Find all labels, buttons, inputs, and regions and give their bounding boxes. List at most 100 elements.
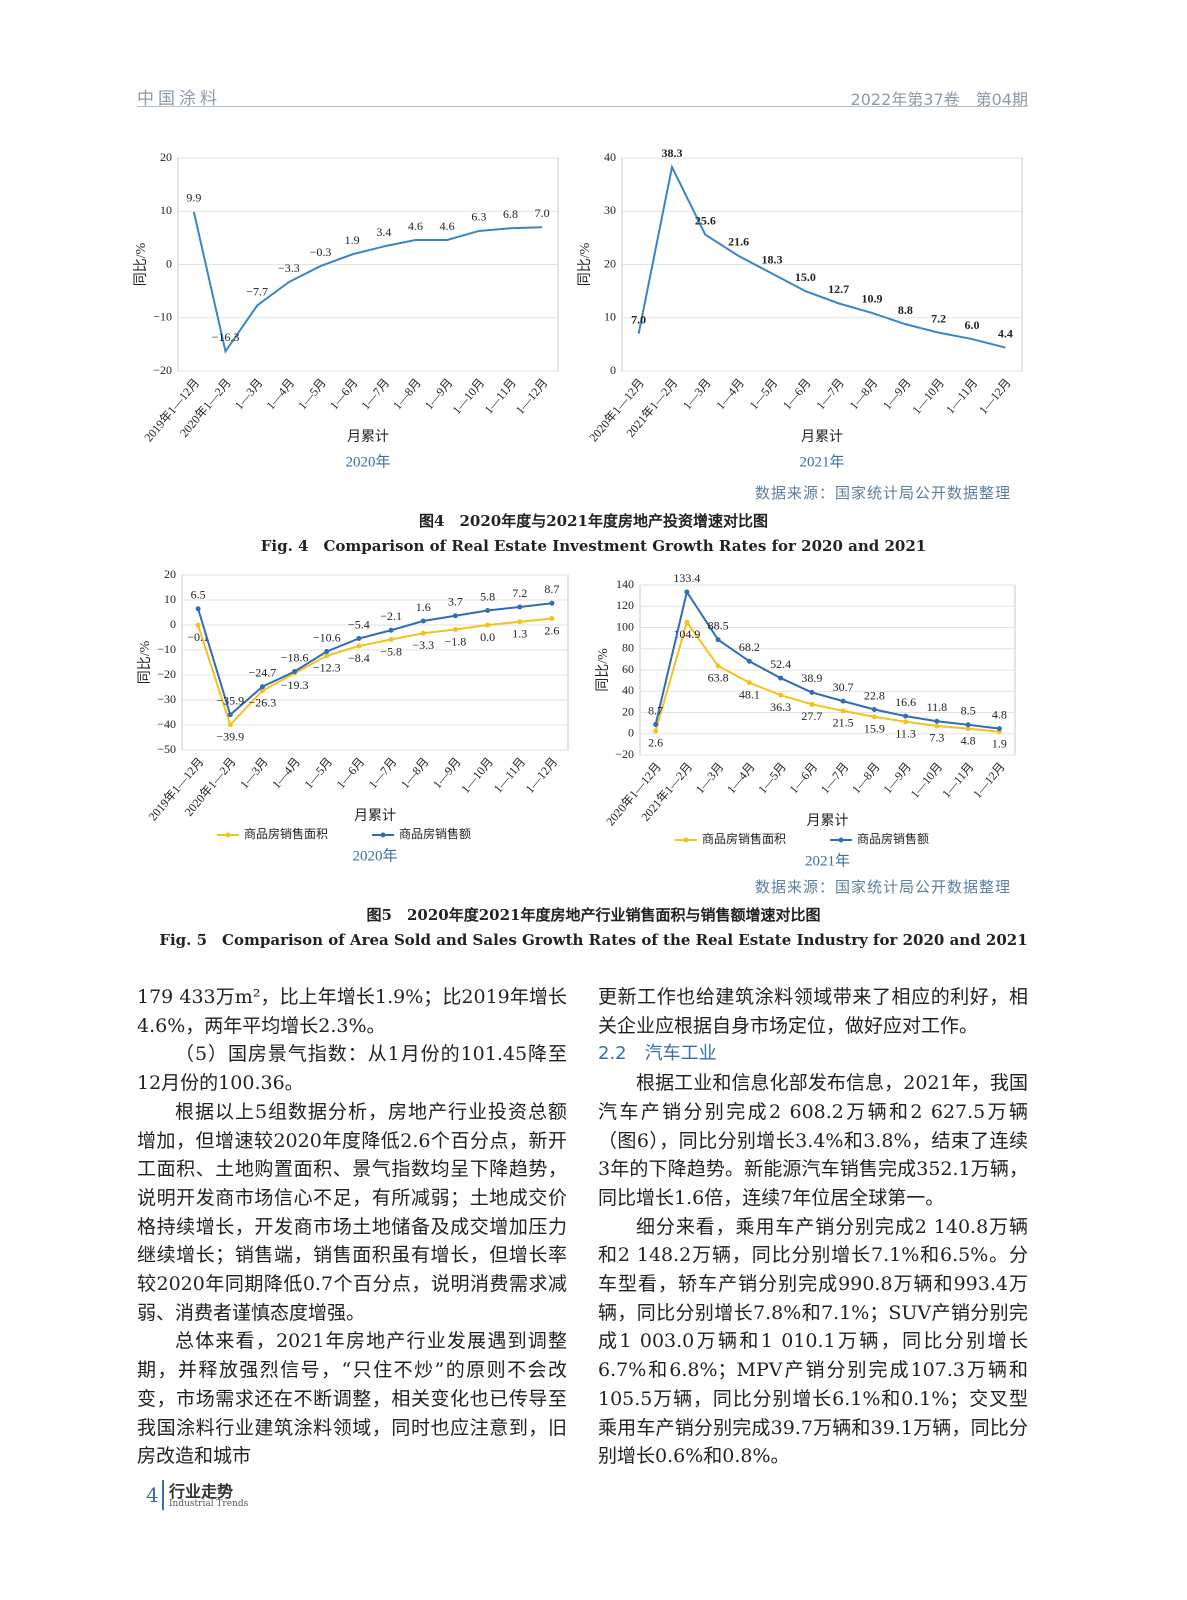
y-tick-label: 80: [622, 641, 634, 655]
data-point: [452, 613, 458, 619]
legend-marker: [683, 837, 689, 843]
data-label: 4.4: [998, 326, 1013, 340]
x-tick-label: 1—4月: [269, 755, 303, 792]
data-label: −12.3: [313, 661, 341, 675]
data-label: 7.0: [535, 206, 550, 220]
data-label: 38.3: [662, 146, 683, 160]
y-tick-label: 100: [616, 619, 634, 633]
data-label: 36.3: [770, 700, 791, 714]
x-tick-label: 1—9月: [880, 376, 914, 413]
data-label: 68.2: [739, 640, 760, 654]
x-tick-label: 1—12月: [523, 755, 561, 796]
data-label: 8.7: [544, 582, 559, 596]
paragraph: 根据工业和信息化部发布信息，2021年，我国汽车产销分别完成2 608.2万辆和…: [598, 1072, 1028, 1209]
x-tick-label: 1—7月: [366, 755, 400, 792]
y-tick-label: −20: [153, 363, 172, 377]
data-label: 1.9: [992, 736, 1007, 750]
section-heading: 2.2 汽车工业: [598, 1043, 717, 1065]
data-label: −1.8: [445, 634, 467, 648]
x-tick-label: 1—12月: [970, 760, 1008, 801]
y-tick-label: −20: [157, 667, 176, 681]
data-point: [746, 658, 752, 664]
data-point: [549, 616, 555, 621]
data-label: 6.8: [503, 207, 518, 221]
legend-marker: [838, 837, 844, 843]
x-tick-label: 1—5月: [747, 376, 781, 413]
x-tick-label: 1—7月: [358, 376, 392, 413]
x-axis-title: 月累计: [347, 429, 389, 445]
x-tick-label: 1—12月: [513, 376, 551, 417]
data-point: [452, 627, 458, 632]
source-note: 数据来源：国家统计局公开数据整理: [754, 878, 1011, 896]
data-label: 3.7: [448, 595, 463, 609]
data-point: [778, 692, 784, 698]
data-label: 21.6: [728, 235, 749, 249]
y-tick-label: −40: [157, 717, 176, 731]
data-label: 7.2: [512, 586, 527, 600]
data-point: [227, 712, 233, 718]
data-label: 21.5: [833, 716, 854, 730]
data-point: [778, 675, 784, 681]
data-label: 11.8: [927, 700, 948, 714]
y-tick-label: 120: [616, 598, 634, 612]
y-tick-label: 10: [164, 592, 176, 606]
data-point: [324, 649, 330, 654]
y-tick-label: 20: [604, 256, 616, 270]
data-label: 2.6: [544, 623, 559, 637]
data-label: 4.6: [440, 219, 455, 233]
x-tick-label: 1—6月: [786, 760, 820, 797]
data-label: 18.3: [762, 252, 783, 266]
data-label: 8.7: [648, 703, 663, 717]
data-point: [715, 637, 721, 643]
data-point: [871, 707, 877, 713]
journal-name: 中国涂料: [137, 89, 221, 109]
header-rule: [137, 106, 1028, 107]
legend-label: 商品房销售面积: [702, 831, 786, 846]
data-line: [197, 617, 553, 727]
section-name-en: Industrial Trends: [169, 1499, 249, 1509]
data-label: 12.7: [828, 282, 849, 296]
data-point: [809, 689, 815, 695]
data-label: 4.8: [961, 733, 976, 747]
x-tick-label: 1—8月: [398, 755, 432, 792]
footer-bar: [162, 1480, 164, 1510]
data-label: −0.1: [187, 630, 209, 644]
y-tick-label: 40: [622, 683, 634, 697]
data-label: 48.1: [739, 687, 760, 701]
x-tick-label: 1—8月: [849, 760, 883, 797]
y-tick-label: −10: [153, 310, 172, 324]
subtitle: 2021年: [805, 852, 850, 869]
data-label: 104.9: [673, 627, 700, 641]
x-tick-label: 2019年1—12月: [146, 755, 207, 824]
y-tick-label: −10: [157, 642, 176, 656]
x-tick-label: 1—3月: [237, 755, 271, 792]
x-tick-label: 1—6月: [327, 376, 361, 413]
paragraph: 更新工作也给建筑涂料领域带来了相应的利好，相关企业应根据自身市场定位，做好应对工…: [598, 986, 1028, 1037]
x-tick-label: 1—10月: [458, 755, 496, 796]
data-label: −2.1: [380, 609, 402, 623]
data-label: 88.5: [708, 618, 729, 632]
y-tick-label: 0: [170, 617, 176, 631]
data-line: [654, 620, 1000, 733]
data-point: [871, 714, 877, 720]
data-point: [684, 619, 690, 625]
data-point: [809, 701, 815, 707]
data-line: [654, 589, 1000, 730]
caption-en: Fig. 5 Comparison of Area Sold and Sales…: [159, 931, 1028, 949]
data-label: −5.4: [348, 617, 370, 631]
data-label: 63.8: [708, 671, 729, 685]
data-point: [840, 708, 846, 714]
data-label: −8.4: [348, 651, 370, 665]
paragraph: 总体来看，2021年房地产行业发展遇到调整期，并释放强烈信号，“只住不炒”的原则…: [137, 1330, 567, 1468]
x-tick-label: 1—11月: [943, 376, 980, 417]
y-axis-title: 同比/%: [595, 648, 611, 692]
x-tick-label: 1—6月: [333, 755, 367, 792]
x-tick-label: 1—5月: [301, 755, 335, 792]
data-point: [996, 726, 1002, 732]
x-tick-label: 1—8月: [390, 376, 424, 413]
data-label: 6.0: [965, 318, 980, 332]
data-point: [485, 608, 491, 613]
data-point: [934, 723, 940, 729]
data-label: 8.5: [961, 703, 976, 717]
